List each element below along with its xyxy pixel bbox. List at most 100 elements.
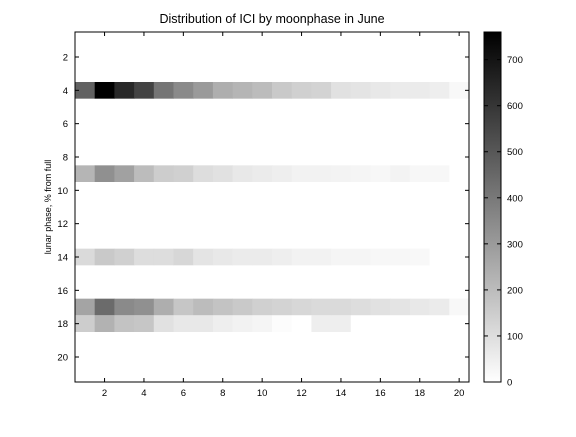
- heatmap-cell: [291, 248, 312, 266]
- colorbar-ticks: 0 100 200 300 400 500 600 700: [484, 55, 523, 389]
- y-tick-label: 8: [63, 153, 68, 164]
- heatmap-cell: [311, 82, 332, 99]
- heatmap-cell: [193, 165, 214, 182]
- heatmap-cell: [409, 165, 430, 182]
- x-tick-label: 4: [141, 388, 146, 399]
- heatmap-cell: [232, 315, 253, 332]
- heatmap-cell: [173, 248, 194, 266]
- heatmap-cell: [94, 82, 115, 99]
- colorbar: [484, 32, 501, 382]
- heatmap-cell: [75, 315, 96, 332]
- heatmap-cell: [311, 298, 332, 316]
- heatmap-cell: [449, 248, 470, 266]
- heatmap-cell: [173, 315, 194, 332]
- heatmap-cell: [173, 298, 194, 316]
- y-tick-label: 16: [57, 286, 68, 297]
- heatmap-cell: [272, 298, 293, 316]
- heatmap-cell: [272, 248, 293, 266]
- heatmap-cell: [94, 248, 115, 266]
- heatmap-cell: [134, 315, 155, 332]
- colorbar-tick-label: 600: [507, 101, 523, 112]
- heatmap-cell: [331, 298, 352, 316]
- y-tick-label: 12: [57, 219, 68, 230]
- heatmap-cell: [212, 82, 233, 99]
- heatmap-cell: [390, 82, 411, 99]
- heatmap-cell: [232, 82, 253, 99]
- heatmap-cell: [272, 82, 293, 99]
- plot-frame: [74, 31, 470, 383]
- heatmap-cell: [331, 82, 352, 99]
- colorbar-tick-label: 300: [507, 239, 523, 250]
- x-tick-label: 14: [336, 388, 347, 399]
- heatmap-cell: [252, 82, 273, 99]
- x-tick-label: 6: [181, 388, 186, 399]
- heatmap-cell: [94, 315, 115, 332]
- heatmap-cell: [252, 315, 273, 332]
- heatmap-cell: [370, 315, 391, 332]
- heatmap-cell: [390, 165, 411, 182]
- heatmap-cell: [232, 248, 253, 266]
- heatmap-cell: [173, 82, 194, 99]
- axis-ticks: [75, 32, 469, 382]
- heatmap-cell: [370, 165, 391, 182]
- heatmap-cell: [291, 298, 312, 316]
- y-tick-label: 4: [63, 86, 68, 97]
- heatmap-cell: [252, 165, 273, 182]
- heatmap-cell: [134, 82, 155, 99]
- heatmap-cell: [193, 315, 214, 332]
- heatmap-cell: [153, 165, 174, 182]
- heatmap-cell: [134, 298, 155, 316]
- heatmap-cell: [311, 315, 332, 332]
- x-tick-label: 12: [296, 388, 307, 399]
- heatmap-cell: [134, 248, 155, 266]
- heatmap-cell: [114, 298, 135, 316]
- heatmap-cell: [429, 82, 450, 99]
- colorbar-tick-label: 100: [507, 331, 523, 342]
- colorbar-tick-label: 200: [507, 285, 523, 296]
- heatmap-cell: [449, 82, 470, 99]
- y-tick-label: 20: [57, 353, 68, 364]
- heatmap-cell: [409, 315, 430, 332]
- heatmap-cell: [75, 165, 96, 182]
- chart-title: Distribution of ICI by moonphase in June: [159, 12, 384, 26]
- heatmap-cell: [75, 82, 96, 99]
- heatmap-cell: [331, 315, 352, 332]
- colorbar-tick-label: 400: [507, 193, 523, 204]
- heatmap-cell: [114, 248, 135, 266]
- heatmap-cell: [331, 248, 352, 266]
- heatmap-cell: [350, 298, 371, 316]
- heatmap-cell: [114, 165, 135, 182]
- heatmap-cell: [75, 298, 96, 316]
- heatmap-cell: [212, 298, 233, 316]
- heatmap-cell: [193, 82, 214, 99]
- heatmap-cell: [350, 248, 371, 266]
- heatmap-cell: [449, 298, 470, 316]
- heatmap-cell: [212, 315, 233, 332]
- heatmap-cell: [350, 82, 371, 99]
- heatmap-cell: [252, 248, 273, 266]
- heatmap-cell: [311, 165, 332, 182]
- heatmap-cell: [114, 82, 135, 99]
- heatmap-cell: [449, 165, 470, 182]
- heatmap-cell: [409, 82, 430, 99]
- heatmap-cell: [291, 165, 312, 182]
- heatmap-cell: [350, 165, 371, 182]
- heatmap-cell: [370, 248, 391, 266]
- heatmap-cells: [75, 82, 470, 332]
- x-tick-label: 18: [414, 388, 425, 399]
- heatmap-cell: [429, 248, 450, 266]
- heatmap-cell: [350, 315, 371, 332]
- heatmap-cell: [114, 315, 135, 332]
- x-tick-labels: 2 4 6 8 10 12 14 16 18 20: [102, 388, 465, 399]
- heatmap-cell: [153, 248, 174, 266]
- heatmap-cell: [409, 298, 430, 316]
- heatmap-cell: [390, 298, 411, 316]
- heatmap-cell: [173, 165, 194, 182]
- y-tick-label: 2: [63, 53, 68, 64]
- heatmap-cell: [291, 82, 312, 99]
- y-tick-label: 6: [63, 119, 68, 130]
- heatmap-cell: [429, 165, 450, 182]
- heatmap-cell: [153, 298, 174, 316]
